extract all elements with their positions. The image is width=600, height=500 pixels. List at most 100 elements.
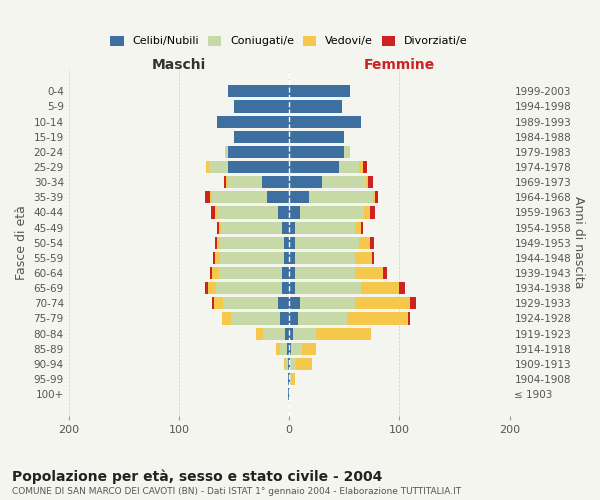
Text: Popolazione per età, sesso e stato civile - 2004: Popolazione per età, sesso e stato civil… [12,470,382,484]
Bar [234,100,289,112]
Bar [217,222,218,234]
Bar [278,206,289,218]
Bar [309,191,373,203]
Bar [302,342,316,355]
Bar [213,252,215,264]
Bar [256,328,263,340]
Bar [215,206,217,218]
Bar [215,236,217,249]
Bar [289,222,295,234]
Bar [206,161,209,173]
Bar [289,130,344,143]
Bar [289,176,322,188]
Y-axis label: Anni di nascita: Anni di nascita [572,196,585,289]
Bar [205,191,210,203]
Text: Femmine: Femmine [364,58,435,71]
Bar [284,236,289,249]
Bar [224,176,226,188]
Bar [278,297,289,310]
Bar [284,252,289,264]
Bar [280,342,287,355]
Bar [364,206,370,218]
Bar [218,222,221,234]
Bar [229,161,289,173]
Bar [211,206,215,218]
Bar [289,146,344,158]
Bar [210,267,212,279]
Bar [262,176,289,188]
Bar [287,342,289,355]
Bar [229,176,262,188]
Bar [289,328,293,340]
Bar [280,312,289,324]
Bar [289,236,295,249]
Bar [322,176,366,188]
Bar [295,222,355,234]
Bar [263,328,284,340]
Bar [220,252,284,264]
Bar [286,358,288,370]
Bar [291,342,302,355]
Bar [290,358,296,370]
Bar [289,267,295,279]
Bar [361,282,399,294]
Bar [383,267,387,279]
Bar [212,297,214,310]
Bar [293,328,316,340]
Bar [212,267,218,279]
Bar [298,312,347,324]
Bar [276,342,280,355]
Bar [217,116,289,128]
Bar [215,252,220,264]
Bar [229,146,289,158]
Bar [208,282,217,294]
Bar [284,328,289,340]
Bar [289,373,290,385]
Bar [289,388,290,400]
Bar [372,252,374,264]
Bar [295,282,361,294]
Bar [289,282,295,294]
Bar [290,373,291,385]
Bar [295,267,355,279]
Bar [338,161,359,173]
Bar [408,312,410,324]
Bar [355,297,410,310]
Bar [221,222,283,234]
Bar [375,191,379,203]
Bar [225,146,229,158]
Bar [344,146,350,158]
Bar [291,373,295,385]
Bar [212,191,267,203]
Bar [229,85,289,98]
Bar [289,297,300,310]
Bar [289,191,309,203]
Bar [399,282,405,294]
Bar [289,312,298,324]
Bar [289,358,290,370]
Bar [296,358,312,370]
Bar [355,222,361,234]
Bar [223,297,278,310]
Bar [289,206,300,218]
Bar [300,297,355,310]
Bar [410,297,416,310]
Bar [366,176,368,188]
Bar [220,236,284,249]
Bar [359,161,363,173]
Bar [288,388,289,400]
Bar [289,342,291,355]
Bar [370,236,374,249]
Bar [363,161,367,173]
Bar [355,252,372,264]
Bar [289,116,361,128]
Bar [289,100,342,112]
Bar [288,373,289,385]
Bar [289,252,295,264]
Bar [295,236,359,249]
Bar [289,161,338,173]
Bar [283,282,289,294]
Text: COMUNE DI SAN MARCO DEI CAVOTI (BN) - Dati ISTAT 1° gennaio 2004 - Elaborazione : COMUNE DI SAN MARCO DEI CAVOTI (BN) - Da… [12,488,461,496]
Bar [288,358,289,370]
Bar [316,328,371,340]
